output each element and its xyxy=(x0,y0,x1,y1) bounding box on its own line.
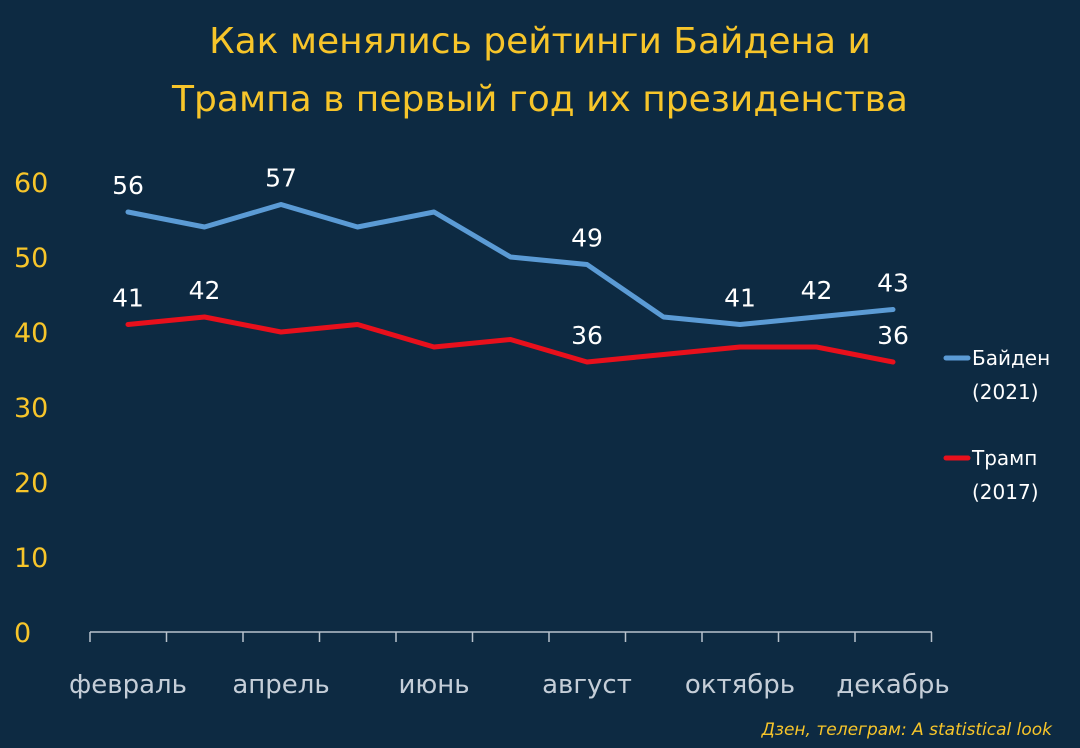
data-label: 36 xyxy=(571,321,603,350)
y-tick-label: 10 xyxy=(14,543,48,574)
legend-year: (2021) xyxy=(972,380,1039,404)
source-note: Дзен, телеграм: A statistical look xyxy=(761,720,1052,740)
data-label: 36 xyxy=(877,321,909,350)
y-tick-label: 0 xyxy=(14,618,31,649)
x-tick-label: октябрь xyxy=(685,670,795,700)
series-line-biden xyxy=(125,202,896,327)
x-tick-label: февраль xyxy=(69,670,187,700)
legend-label: Трамп xyxy=(971,446,1037,470)
x-tick-label: август xyxy=(542,670,632,700)
data-label: 49 xyxy=(571,224,603,253)
y-tick-label: 20 xyxy=(14,468,48,499)
data-label: 41 xyxy=(724,284,756,313)
legend-label: Байден xyxy=(972,346,1050,370)
chart-title-line-1: Как менялись рейтинги Байдена и xyxy=(209,21,871,62)
y-tick-label: 40 xyxy=(14,318,48,349)
data-label: 42 xyxy=(801,276,833,305)
y-tick-label: 60 xyxy=(14,168,48,199)
x-tick-label: декабрь xyxy=(836,670,949,700)
data-label: 56 xyxy=(112,171,144,200)
data-label: 57 xyxy=(265,164,297,193)
chart-title-line-2: Трампа в первый год их президенства xyxy=(172,79,908,120)
data-label: 42 xyxy=(189,276,221,305)
y-tick-label: 30 xyxy=(14,393,48,424)
data-label: 43 xyxy=(877,269,909,298)
x-tick-label: апрель xyxy=(232,670,329,700)
x-tick-label: июнь xyxy=(398,670,469,700)
data-label: 41 xyxy=(112,284,144,313)
legend-year: (2017) xyxy=(972,480,1039,504)
y-tick-label: 50 xyxy=(14,243,48,274)
